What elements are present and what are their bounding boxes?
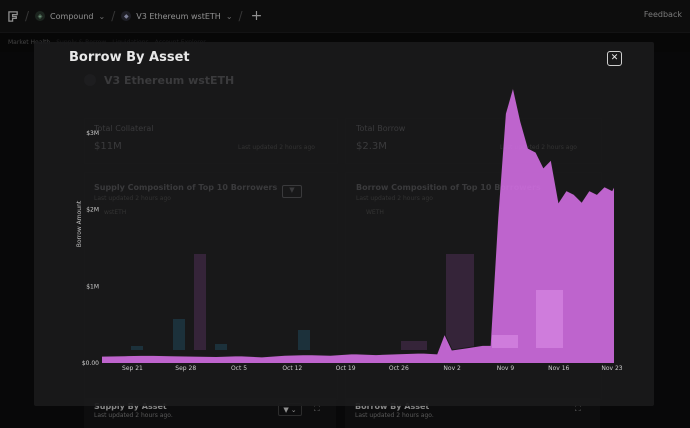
x-tick-label: Oct 19 — [336, 365, 356, 372]
y-tick-label: $3M — [86, 130, 99, 137]
ghost-bar — [173, 319, 185, 350]
ghost-bar — [446, 254, 474, 350]
stat-label: Total Borrow — [356, 124, 406, 133]
x-tick-label: Oct 12 — [282, 365, 302, 372]
card-title: Borrow Composition of Top 10 Borrowers — [356, 183, 541, 192]
ghost-bar — [215, 344, 227, 350]
feedback-link[interactable]: Feedback — [643, 10, 682, 19]
stat-label: Total Collateral — [94, 124, 154, 133]
y-tick-label: $2M — [86, 207, 99, 214]
x-tick-label: Nov 9 — [497, 365, 515, 372]
breadcrumb-separator: / — [238, 9, 243, 23]
chevron-down-icon[interactable]: ⌄ — [225, 11, 233, 21]
x-tick-label: Sep 28 — [175, 365, 196, 372]
card-title: Supply Composition of Top 10 Borrowers — [94, 183, 278, 192]
filter-icon[interactable]: ▼ — [282, 185, 302, 198]
y-axis-ticks: $0.00 $1M $2M $3M — [82, 130, 99, 367]
stat-value: $2.3M — [356, 141, 387, 152]
close-button[interactable]: ✕ — [607, 51, 622, 66]
card-updated: Last updated 2 hours ago. — [94, 412, 173, 419]
stat-updated: Last updated 2 hours ago — [238, 144, 315, 151]
card-title: Supply By Asset — [94, 402, 167, 411]
x-tick-label: Sep 21 — [122, 365, 143, 372]
series-area[interactable] — [102, 87, 614, 363]
market-title: V3 Ethereum wstETH — [104, 74, 235, 87]
y-tick-label: $1M — [86, 283, 99, 290]
highlight-bars — [492, 290, 563, 348]
card-updated: Last updated 2 hours ago. — [355, 412, 434, 419]
legend-label: WETH — [366, 209, 384, 216]
stat-updated: Last updated 2 hours ago — [500, 144, 577, 151]
breadcrumb-protocol[interactable]: ◈ Compound ⌄ — [35, 11, 105, 21]
series-layer — [101, 86, 615, 363]
top-bar: / ◈ Compound ⌄ / ◆ V3 Ethereum wstETH ⌄ … — [0, 0, 690, 33]
app-logo-icon[interactable] — [8, 10, 19, 22]
ghost-bar — [298, 330, 310, 350]
expand-icon[interactable]: ⛶ — [314, 404, 320, 413]
y-tick-label: $0.00 — [82, 360, 99, 367]
expand-icon[interactable]: ⛶ — [575, 404, 581, 413]
card-title: Borrow By Asset — [355, 402, 430, 411]
x-tick-label: Oct 5 — [231, 365, 247, 372]
x-tick-label: Nov 2 — [443, 365, 461, 372]
ghost-bar — [194, 254, 206, 350]
add-icon[interactable]: + — [250, 8, 263, 24]
highlight-bar — [536, 290, 563, 348]
x-tick-label: Oct 26 — [389, 365, 409, 372]
market-icon — [84, 74, 96, 86]
breadcrumb-separator: / — [111, 9, 116, 23]
market-label: V3 Ethereum wstETH — [136, 11, 221, 21]
chevron-down-icon: ⌄ — [290, 405, 297, 414]
x-tick-label: Nov 16 — [548, 365, 569, 372]
protocol-label: Compound — [50, 11, 94, 21]
ethereum-icon: ◆ — [121, 11, 132, 21]
series-line — [101, 86, 615, 358]
highlight-bar — [492, 335, 518, 348]
card-updated: Last updated 2 hours ago — [94, 195, 171, 202]
legend-label: wstETH — [104, 209, 127, 216]
breadcrumb-separator: / — [25, 9, 30, 23]
breadcrumb-market[interactable]: ◆ V3 Ethereum wstETH ⌄ — [121, 11, 233, 21]
x-tick-label: Nov 23 — [601, 365, 622, 372]
close-icon: ✕ — [610, 53, 619, 63]
stat-value: $11M — [94, 141, 122, 152]
filter-icon: ▼ — [283, 405, 289, 414]
x-axis-ticks: Sep 21 Sep 28 Oct 5 Oct 12 Oct 19 Oct 26 Nov 2… — [122, 365, 623, 372]
modal-title: Borrow By Asset — [69, 50, 190, 65]
subnav-item[interactable]: Market Health — [8, 38, 51, 46]
card-updated: Last updated 2 hours ago — [356, 195, 433, 202]
ghost-bar — [131, 346, 143, 350]
y-axis-label: Borrow Amount — [76, 200, 83, 247]
ghost-bar — [401, 341, 427, 350]
chevron-down-icon[interactable]: ⌄ — [98, 11, 106, 21]
compound-icon: ◈ — [35, 11, 46, 21]
